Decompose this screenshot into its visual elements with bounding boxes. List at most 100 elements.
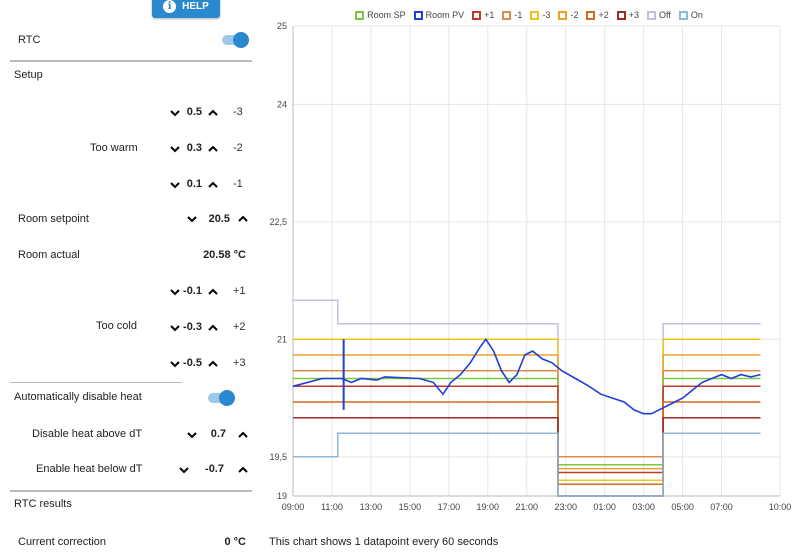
legend-item[interactable]: Off bbox=[647, 10, 671, 20]
disable-above-increase-icon[interactable] bbox=[237, 429, 249, 441]
chart-panel: Room SP Room PV +1 -1 -3 -2 +2 +3 Off On 09:00 11:… bbox=[258, 0, 800, 559]
legend-label: Room SP bbox=[367, 10, 406, 20]
too-cold-level-label: +1 bbox=[233, 285, 246, 297]
too-cold-increase-icon[interactable] bbox=[207, 286, 219, 298]
disable-above-decrease-icon[interactable] bbox=[186, 429, 198, 441]
legend-swatch bbox=[355, 10, 365, 20]
too-cold-increase-icon[interactable] bbox=[207, 322, 219, 334]
legend-swatch bbox=[558, 10, 568, 20]
too-warm-increase-icon[interactable] bbox=[207, 143, 219, 155]
enable-below-increase-icon[interactable] bbox=[237, 464, 249, 476]
current-correction-value: 0 °C bbox=[224, 536, 246, 548]
too-cold-decrease-icon[interactable] bbox=[169, 286, 181, 298]
y-tick-label: 22,5 bbox=[269, 217, 287, 227]
setup-heading: Setup bbox=[14, 69, 43, 81]
enable-below-value: -0.7 bbox=[205, 463, 224, 475]
too-warm-value: 0.3 bbox=[186, 142, 202, 154]
divider bbox=[10, 60, 252, 62]
x-tick-label: 23:00 bbox=[554, 502, 577, 512]
legend-label: -1 bbox=[514, 10, 523, 20]
room-actual-value: 20.58 °C bbox=[203, 249, 246, 261]
too-cold-value: -0.1 bbox=[183, 285, 202, 297]
legend-label: Room PV bbox=[425, 10, 465, 20]
legend-item[interactable]: +3 bbox=[616, 10, 639, 20]
x-tick-label: 01:00 bbox=[593, 502, 616, 512]
legend-item[interactable]: +1 bbox=[472, 10, 494, 20]
too-warm-increase-icon[interactable] bbox=[207, 107, 219, 119]
too-cold-decrease-icon[interactable] bbox=[169, 358, 181, 370]
help-button[interactable]: i HELP bbox=[152, 0, 220, 18]
legend-swatch bbox=[472, 10, 482, 20]
enable-below-label: Enable heat below dT bbox=[36, 463, 143, 475]
legend-label: Off bbox=[659, 10, 671, 20]
legend-item[interactable]: Room SP bbox=[355, 10, 406, 20]
too-warm-level-label: -1 bbox=[233, 178, 243, 190]
level-line-1 bbox=[293, 369, 761, 458]
enable-below-decrease-icon[interactable] bbox=[178, 464, 190, 476]
rtc-settings-panel: i HELP RTC Setup 0.5 -3 0.3 -2 0.1 -1 Too war… bbox=[0, 0, 258, 559]
too-warm-decrease-icon[interactable] bbox=[169, 107, 181, 119]
x-tick-label: 15:00 bbox=[399, 502, 422, 512]
too-cold-level-label: +2 bbox=[233, 321, 246, 333]
setpoint-decrease-icon[interactable] bbox=[186, 213, 198, 225]
room-pv-line bbox=[292, 337, 761, 415]
y-tick-label: 24 bbox=[277, 99, 287, 109]
x-tick-label: 10:00 bbox=[769, 502, 792, 512]
setpoint-increase-icon[interactable] bbox=[237, 213, 249, 225]
too-cold-decrease-icon[interactable] bbox=[169, 322, 181, 334]
legend-label: +1 bbox=[484, 10, 495, 20]
trend-chart: 09:00 11:00 13:00 15:00 17:00 19:00 21:00 23:00… bbox=[269, 21, 792, 512]
legend-label: On bbox=[690, 10, 703, 20]
rtc-results-heading: RTC results bbox=[14, 498, 72, 510]
rtc-toggle[interactable] bbox=[222, 32, 249, 48]
too-cold-label: Too cold bbox=[96, 320, 137, 332]
too-warm-level-label: -2 bbox=[233, 142, 243, 154]
too-cold-increase-icon[interactable] bbox=[207, 358, 219, 370]
current-correction-label: Current correction bbox=[18, 536, 107, 548]
info-icon: i bbox=[163, 0, 177, 13]
too-cold-value: -0.5 bbox=[183, 357, 202, 369]
legend-item[interactable]: Room PV bbox=[413, 10, 465, 20]
legend-swatch bbox=[616, 10, 626, 20]
auto-disable-toggle[interactable] bbox=[208, 390, 235, 406]
level-line-3 bbox=[293, 338, 761, 482]
too-cold-level-label: +3 bbox=[233, 357, 246, 369]
x-tick-label: 05:00 bbox=[671, 502, 694, 512]
too-warm-value: 0.5 bbox=[186, 106, 202, 118]
legend-item[interactable]: On bbox=[678, 10, 703, 20]
legend-swatch bbox=[530, 10, 540, 20]
x-tick-label: 07:00 bbox=[710, 502, 733, 512]
help-label: HELP bbox=[182, 0, 209, 12]
y-tick-label: 19,5 bbox=[269, 452, 287, 462]
too-cold-value: -0.3 bbox=[183, 321, 202, 333]
x-tick-label: 13:00 bbox=[360, 502, 383, 512]
level-line-On bbox=[293, 432, 761, 497]
level-line-2 bbox=[293, 354, 761, 470]
legend-item[interactable]: -3 bbox=[530, 10, 550, 20]
x-tick-label: 17:00 bbox=[438, 502, 461, 512]
legend-item[interactable]: +2 bbox=[586, 10, 609, 20]
too-warm-decrease-icon[interactable] bbox=[169, 179, 181, 191]
auto-disable-label: Automatically disable heat bbox=[14, 391, 142, 403]
legend-swatch bbox=[678, 10, 688, 20]
legend-label: -2 bbox=[570, 10, 579, 20]
too-warm-label: Too warm bbox=[90, 142, 138, 154]
divider bbox=[10, 382, 182, 383]
y-tick-label: 25 bbox=[277, 21, 287, 31]
y-tick-label: 21 bbox=[277, 334, 287, 344]
rtc-label: RTC bbox=[18, 34, 41, 46]
disable-above-label: Disable heat above dT bbox=[32, 428, 143, 440]
chart-legend: Room SP Room PV +1 -1 -3 -2 +2 +3 Off On bbox=[258, 10, 800, 20]
chart-footnote: This chart shows 1 datapoint every 60 se… bbox=[269, 536, 499, 548]
legend-swatch bbox=[586, 10, 596, 20]
too-warm-decrease-icon[interactable] bbox=[169, 143, 181, 155]
level-line-1 bbox=[293, 385, 761, 474]
divider bbox=[10, 490, 252, 492]
legend-swatch bbox=[647, 10, 656, 20]
room-actual-label: Room actual bbox=[18, 249, 80, 261]
disable-above-value: 0.7 bbox=[210, 428, 226, 440]
legend-item[interactable]: -2 bbox=[558, 10, 578, 20]
legend-item[interactable]: -1 bbox=[502, 10, 522, 20]
too-warm-value: 0.1 bbox=[186, 178, 202, 190]
too-warm-increase-icon[interactable] bbox=[207, 179, 219, 191]
